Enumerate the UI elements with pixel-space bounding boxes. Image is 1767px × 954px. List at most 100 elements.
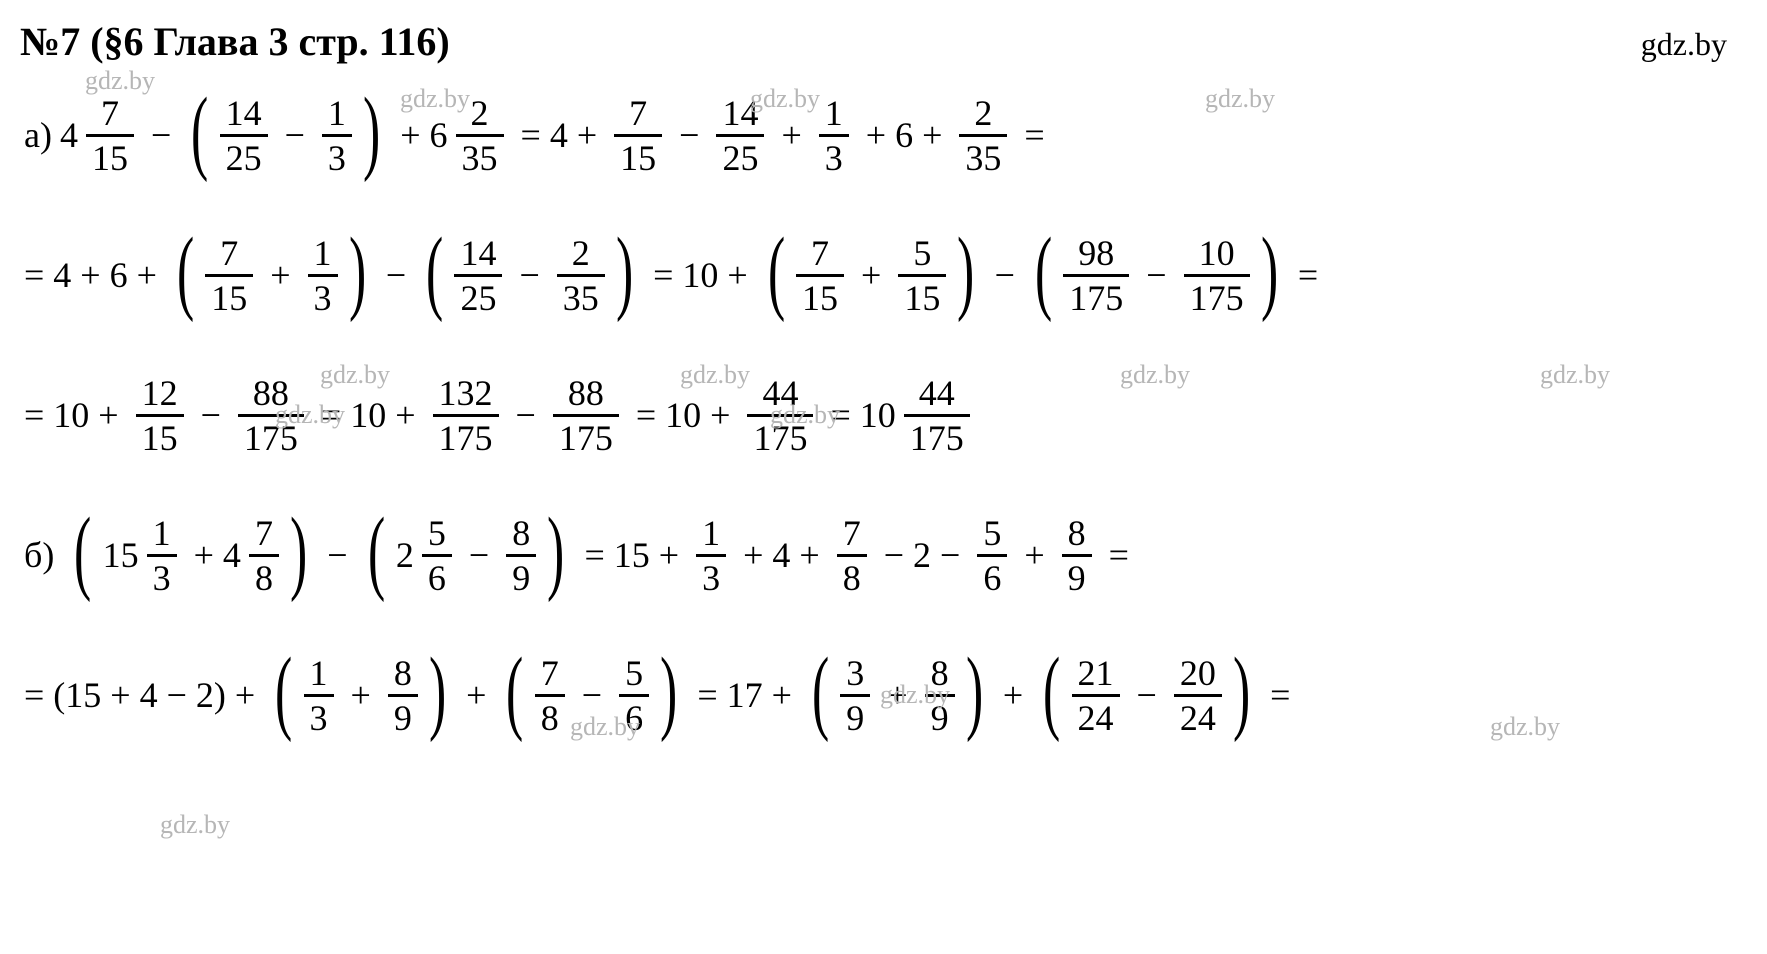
math-text: = 10 + xyxy=(20,394,132,436)
math-text: = xyxy=(1011,114,1048,156)
fraction-denominator: 6 xyxy=(422,560,452,596)
fraction-denominator: 9 xyxy=(925,700,955,736)
fraction-bar xyxy=(238,414,304,417)
fraction: 56 xyxy=(977,515,1007,596)
left-paren: ( xyxy=(768,232,785,312)
fraction: 715 xyxy=(205,235,253,316)
fraction-denominator: 15 xyxy=(796,280,844,316)
math-text: = 17 + xyxy=(684,674,805,716)
math-text: = 10 + xyxy=(308,394,429,436)
fraction-denominator: 175 xyxy=(238,420,304,456)
fraction-denominator: 9 xyxy=(388,700,418,736)
math-text: + 6 xyxy=(387,114,451,156)
fraction-denominator: 15 xyxy=(86,140,134,176)
fraction-denominator: 24 xyxy=(1174,700,1222,736)
fraction-denominator: 35 xyxy=(557,280,605,316)
math-text: − xyxy=(506,254,552,296)
fraction-denominator: 175 xyxy=(904,420,970,456)
fraction-numerator: 5 xyxy=(907,235,937,271)
fraction-numerator: 2 xyxy=(968,95,998,131)
fraction-numerator: 7 xyxy=(535,655,565,691)
math-text: = (15 + 4 − 2) + xyxy=(20,674,268,716)
fraction: 13 xyxy=(322,95,352,176)
fraction-denominator: 175 xyxy=(433,420,499,456)
fraction-bar xyxy=(147,554,177,557)
math-text: 4 xyxy=(56,114,82,156)
fraction: 235 xyxy=(557,235,605,316)
fraction-numerator: 2 xyxy=(566,235,596,271)
math-text: 2 xyxy=(392,534,418,576)
right-paren: ) xyxy=(1233,652,1250,732)
attribution: gdz.by xyxy=(1641,26,1727,63)
equation-row: а)4715 − (1425 − 13) + 6235 = 4 + 715 − … xyxy=(20,75,1747,195)
fraction: 78 xyxy=(837,515,867,596)
left-paren: ( xyxy=(1043,652,1060,732)
math-text: = 4 + xyxy=(508,114,611,156)
math-text: = xyxy=(1285,254,1322,296)
fraction: 89 xyxy=(506,515,536,596)
fraction: 13 xyxy=(147,515,177,596)
left-paren: ( xyxy=(191,92,208,172)
fraction-bar xyxy=(619,694,649,697)
fraction-denominator: 6 xyxy=(619,700,649,736)
equation-row: = (15 + 4 − 2) + (13 + 89) + (78 − 56) =… xyxy=(20,635,1747,755)
fraction-bar xyxy=(557,274,605,277)
fraction-numerator: 7 xyxy=(623,95,653,131)
math-text: а) xyxy=(20,114,56,156)
fraction: 1425 xyxy=(716,95,764,176)
left-paren: ( xyxy=(275,652,292,732)
fraction-numerator: 1 xyxy=(147,515,177,551)
math-text: − xyxy=(456,534,502,576)
fraction-denominator: 3 xyxy=(147,560,177,596)
fraction: 1425 xyxy=(220,95,268,176)
fraction-denominator: 24 xyxy=(1072,700,1120,736)
fraction-bar xyxy=(904,414,970,417)
page-title: №7 (§6 Глава 3 стр. 116) xyxy=(20,18,450,65)
fraction-numerator: 7 xyxy=(95,95,125,131)
fraction-denominator: 35 xyxy=(959,140,1007,176)
math-text: − xyxy=(272,114,318,156)
math-text: − 2 − xyxy=(871,534,974,576)
watermark: gdz.by xyxy=(160,810,230,840)
fraction: 89 xyxy=(1062,515,1092,596)
fraction-numerator: 12 xyxy=(136,375,184,411)
fraction-denominator: 175 xyxy=(747,420,813,456)
math-text: − xyxy=(569,674,615,716)
fraction-numerator: 7 xyxy=(837,515,867,551)
math-text: − xyxy=(1133,254,1179,296)
fraction-bar xyxy=(837,554,867,557)
fraction-bar xyxy=(433,414,499,417)
fraction-numerator: 10 xyxy=(1193,235,1241,271)
fraction-denominator: 3 xyxy=(696,560,726,596)
right-paren: ) xyxy=(349,232,366,312)
math-text: б) xyxy=(20,534,67,576)
fraction-bar xyxy=(840,694,870,697)
math-text: = 10 + xyxy=(640,254,761,296)
fraction-bar xyxy=(1062,554,1092,557)
fraction-numerator: 3 xyxy=(840,655,870,691)
equation-row: б) (1513 + 478) − (256 − 89) = 15 + 13 +… xyxy=(20,495,1747,615)
math-text: 15 xyxy=(99,534,143,576)
fraction: 88175 xyxy=(238,375,304,456)
fraction-bar xyxy=(388,694,418,697)
fraction: 715 xyxy=(796,235,844,316)
fraction-denominator: 15 xyxy=(205,280,253,316)
fraction: 1215 xyxy=(136,375,184,456)
math-text: − xyxy=(503,394,549,436)
right-paren: ) xyxy=(966,652,983,732)
math-text: − xyxy=(373,254,419,296)
fraction: 235 xyxy=(959,95,1007,176)
fraction: 56 xyxy=(619,655,649,736)
fraction-numerator: 98 xyxy=(1072,235,1120,271)
fraction: 715 xyxy=(86,95,134,176)
fraction-numerator: 14 xyxy=(454,235,502,271)
fraction-denominator: 9 xyxy=(506,560,536,596)
fraction: 13 xyxy=(696,515,726,596)
fraction-numerator: 1 xyxy=(696,515,726,551)
fraction-bar xyxy=(304,694,334,697)
fraction-denominator: 175 xyxy=(553,420,619,456)
math-text: + 6 + xyxy=(853,114,956,156)
fraction-denominator: 3 xyxy=(308,280,338,316)
fraction: 44175 xyxy=(747,375,813,456)
fraction-denominator: 15 xyxy=(898,280,946,316)
